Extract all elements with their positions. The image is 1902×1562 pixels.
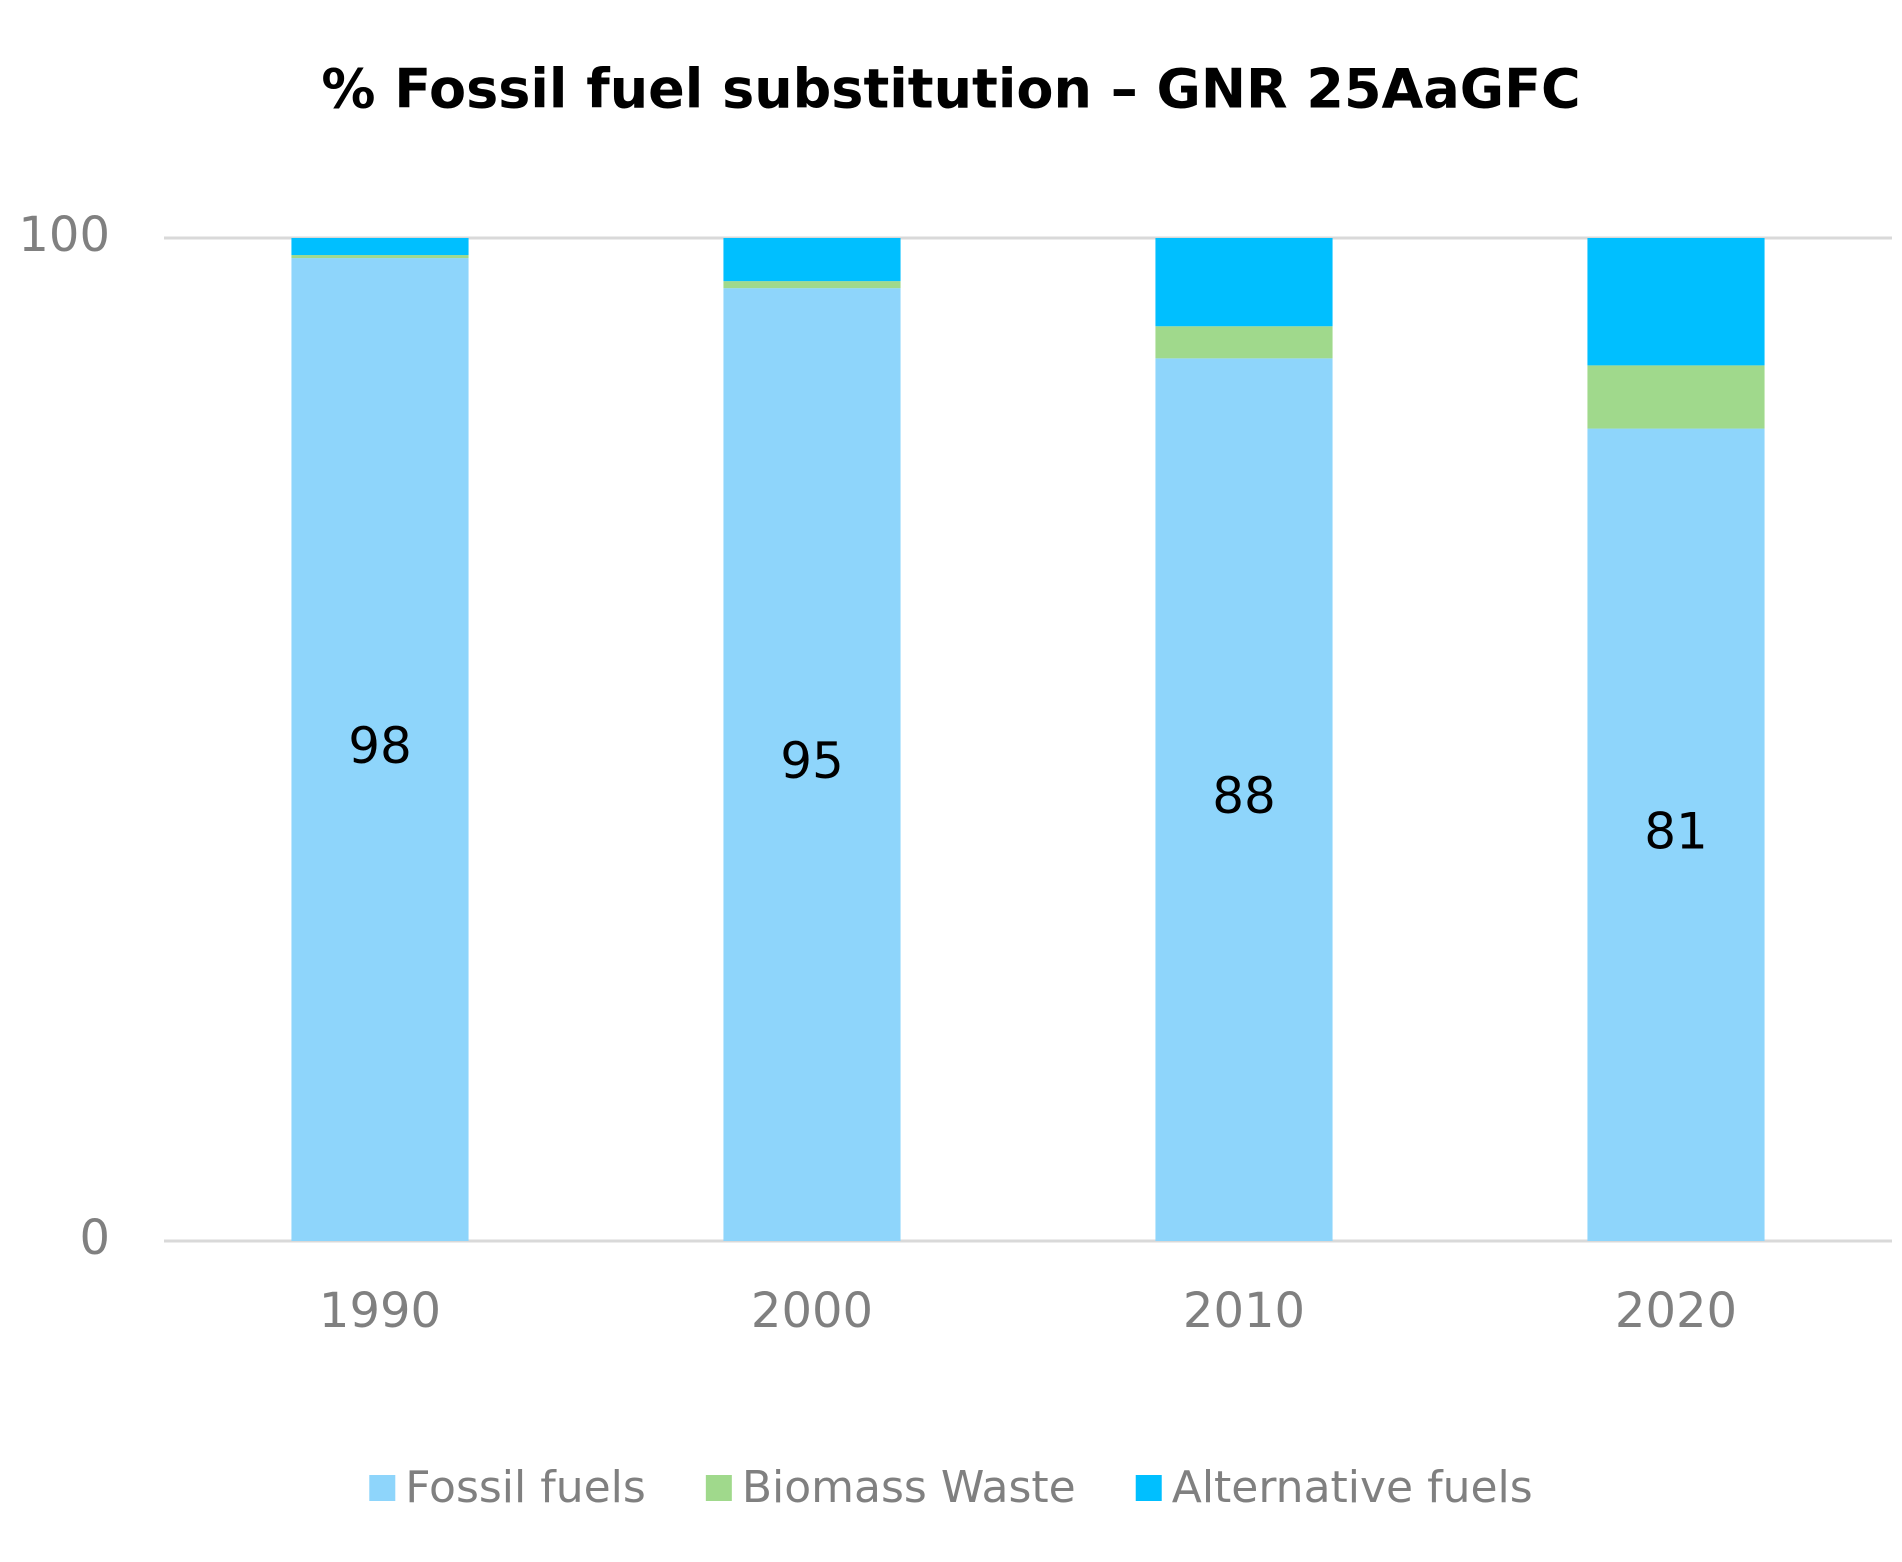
bar-segment [723,288,901,1241]
x-tick-label: 2010 [1183,1283,1305,1339]
bar-segment [1587,365,1765,429]
bar-segment [1155,238,1333,327]
legend-swatch [1135,1475,1162,1501]
y-tick-label: 0 [79,1210,110,1266]
bar-segment [291,258,469,1241]
legend-swatch [705,1475,732,1501]
data-label: 95 [780,732,844,790]
bar-segment [1587,238,1765,366]
legend-label: Alternative fuels [1172,1462,1533,1513]
bar-segment [291,238,469,256]
bar-segment [291,255,469,259]
bar-segment [1155,358,1333,1241]
x-tick-label: 2000 [751,1283,873,1339]
legend-label: Fossil fuels [405,1462,646,1513]
legend-label: Biomass Waste [742,1462,1076,1513]
chart-title: % Fossil fuel substitution – GNR 25AaGFC [321,58,1580,121]
legend-swatch [369,1475,396,1501]
bar-segment [1587,428,1765,1241]
data-label: 98 [348,717,412,775]
x-tick-label: 2020 [1615,1283,1737,1339]
bar-segment [723,238,901,282]
data-label: 88 [1212,767,1276,825]
bar-segment [723,281,901,289]
y-tick-label: 100 [18,207,110,263]
x-tick-label: 1990 [319,1283,441,1339]
data-label: 81 [1644,802,1708,860]
bar-segment [1155,326,1333,359]
